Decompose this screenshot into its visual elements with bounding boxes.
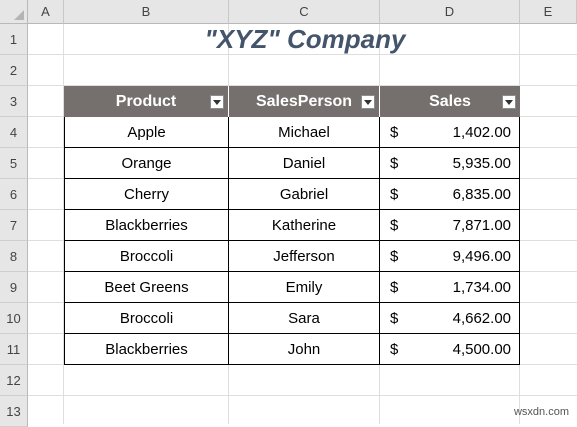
header-product-label: Product — [115, 92, 177, 110]
cell-salesperson[interactable]: Michael — [229, 117, 380, 148]
header-salesperson-label: SalesPerson — [255, 92, 353, 110]
row-header-8[interactable]: 8 — [0, 241, 28, 272]
cell-product[interactable]: Apple — [64, 117, 229, 148]
sales-value: 4,500.00 — [452, 340, 511, 358]
cell-product[interactable]: Orange — [64, 148, 229, 179]
filter-dropdown-icon[interactable] — [210, 95, 224, 109]
currency-symbol: $ — [390, 309, 399, 327]
cell-sales[interactable]: $6,835.00 — [380, 179, 520, 210]
sales-value: 1,734.00 — [452, 278, 511, 296]
row-header-3[interactable]: 3 — [0, 86, 28, 117]
sales-value: 6,835.00 — [452, 185, 511, 203]
currency-symbol: $ — [390, 247, 399, 265]
watermark: wsxdn.com — [513, 406, 569, 418]
sales-value: 7,871.00 — [452, 216, 511, 234]
sales-value: 4,662.00 — [452, 309, 511, 327]
row-header-4[interactable]: 4 — [0, 117, 28, 148]
select-all-corner[interactable] — [0, 0, 28, 24]
cell-sales[interactable]: $4,500.00 — [380, 334, 520, 365]
gridline — [63, 24, 64, 424]
row-header-11[interactable]: 11 — [0, 334, 28, 365]
cell-product[interactable]: Broccoli — [64, 241, 229, 272]
filter-dropdown-icon[interactable] — [361, 95, 375, 109]
cell-salesperson[interactable]: Sara — [229, 303, 380, 334]
sales-value: 9,496.00 — [452, 247, 511, 265]
sales-value: 5,935.00 — [452, 154, 511, 172]
cell-sales[interactable]: $5,935.00 — [380, 148, 520, 179]
cell-product[interactable]: Beet Greens — [64, 272, 229, 303]
row-header-9[interactable]: 9 — [0, 272, 28, 303]
cell-salesperson[interactable]: Katherine — [229, 210, 380, 241]
row-header-10[interactable]: 10 — [0, 303, 28, 334]
gridline — [28, 85, 577, 86]
row-header-6[interactable]: 6 — [0, 179, 28, 210]
row-header-12[interactable]: 12 — [0, 365, 28, 396]
row-header-5[interactable]: 5 — [0, 148, 28, 179]
currency-symbol: $ — [390, 340, 399, 358]
row-header-2[interactable]: 2 — [0, 55, 28, 86]
cell-salesperson[interactable]: John — [229, 334, 380, 365]
row-header-1[interactable]: 1 — [0, 24, 28, 55]
currency-symbol: $ — [390, 278, 399, 296]
cell-product[interactable]: Blackberries — [64, 334, 229, 365]
header-product[interactable]: Product — [64, 86, 229, 117]
currency-symbol: $ — [390, 154, 399, 172]
cell-sales[interactable]: $7,871.00 — [380, 210, 520, 241]
cell-sales[interactable]: $1,402.00 — [380, 117, 520, 148]
column-header-e[interactable]: E — [520, 0, 577, 24]
cell-sales[interactable]: $4,662.00 — [380, 303, 520, 334]
header-salesperson[interactable]: SalesPerson — [229, 86, 380, 117]
column-header-c[interactable]: C — [229, 0, 380, 24]
column-header-d[interactable]: D — [380, 0, 520, 24]
cell-product[interactable]: Broccoli — [64, 303, 229, 334]
sheet-title[interactable]: "XYZ" Company — [204, 24, 406, 54]
header-sales-label: Sales — [429, 92, 471, 110]
cell-product[interactable]: Cherry — [64, 179, 229, 210]
filter-dropdown-icon[interactable] — [502, 95, 516, 109]
cell-salesperson[interactable]: Jefferson — [229, 241, 380, 272]
currency-symbol: $ — [390, 216, 399, 234]
cell-sales[interactable]: $1,734.00 — [380, 272, 520, 303]
header-sales[interactable]: Sales — [380, 86, 520, 117]
gridline — [28, 54, 577, 55]
cell-salesperson[interactable]: Daniel — [229, 148, 380, 179]
cell-sales[interactable]: $9,496.00 — [380, 241, 520, 272]
sales-value: 1,402.00 — [452, 123, 511, 141]
cell-salesperson[interactable]: Emily — [229, 272, 380, 303]
cell-product[interactable]: Blackberries — [64, 210, 229, 241]
currency-symbol: $ — [390, 123, 399, 141]
gridline — [28, 395, 577, 396]
column-header-b[interactable]: B — [64, 0, 229, 24]
row-header-13[interactable]: 13 — [0, 396, 28, 427]
cell-salesperson[interactable]: Gabriel — [229, 179, 380, 210]
currency-symbol: $ — [390, 185, 399, 203]
row-header-7[interactable]: 7 — [0, 210, 28, 241]
column-header-a[interactable]: A — [28, 0, 64, 24]
